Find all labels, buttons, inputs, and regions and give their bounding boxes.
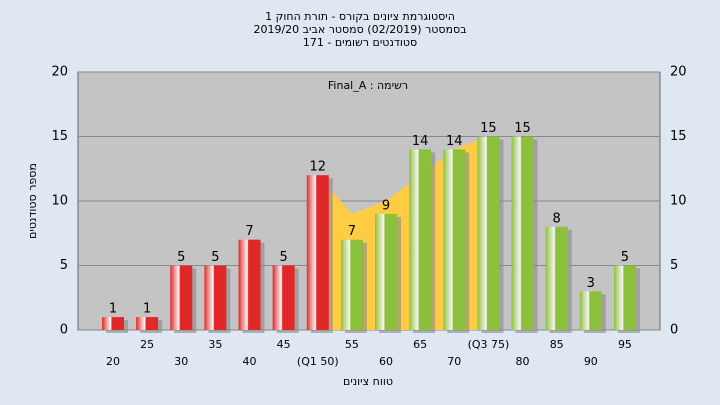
x-tick-label: 25	[140, 338, 154, 351]
value-label: 7	[245, 224, 253, 239]
bar	[409, 149, 432, 330]
bar	[375, 213, 398, 330]
y2-tick-label: 0	[670, 323, 678, 338]
x-tick-label: 70	[447, 355, 461, 368]
x-tick-label: 55	[345, 338, 359, 351]
value-label: 1	[109, 302, 117, 317]
bar	[443, 149, 466, 330]
y-tick-label: 10	[51, 194, 68, 209]
y2-tick-label: 20	[670, 65, 687, 80]
y-tick-label: 0	[60, 323, 68, 338]
value-label: 14	[446, 134, 463, 149]
y2-tick-label: 15	[670, 129, 687, 144]
x-tick-label: 60	[379, 355, 393, 368]
value-label: 14	[412, 134, 429, 149]
y-tick-label: 20	[51, 65, 68, 80]
chart-title: היסטוגרמת ציונים בקורס - תורת החוק 1	[265, 10, 455, 23]
y-tick-label: 5	[60, 258, 68, 273]
bar	[204, 265, 227, 330]
x-tick-label: 95	[618, 338, 632, 351]
x-tick-label: 65	[413, 338, 427, 351]
bar	[613, 265, 636, 330]
x-tick-label: 40	[243, 355, 257, 368]
y-tick-label: 15	[51, 129, 68, 144]
bar	[306, 175, 329, 330]
chart-subtitle: סטודנטים רשומים - 171	[303, 36, 417, 49]
bar	[340, 239, 363, 330]
bar	[545, 226, 568, 330]
value-label: 5	[621, 250, 629, 265]
value-label: 3	[587, 276, 595, 291]
chart-subtitle: בסמסטר (02/2019) סמסטר אביב 2019/20	[253, 23, 466, 36]
bar	[136, 317, 159, 330]
x-tick-label: 35	[208, 338, 222, 351]
annotation: Final_A : רשימה	[328, 79, 408, 92]
x-axis-label: טווח ציונים	[343, 375, 393, 388]
value-label: 5	[211, 250, 219, 265]
value-label: 9	[382, 198, 390, 213]
x-tick-label: (Q1 50)	[297, 355, 339, 368]
x-tick-label: 20	[106, 355, 120, 368]
value-label: 5	[280, 250, 288, 265]
bar	[272, 265, 295, 330]
value-label: 1	[143, 302, 151, 317]
value-label: 12	[310, 160, 327, 175]
y2-tick-label: 10	[670, 194, 687, 209]
y2-tick-label: 5	[670, 258, 678, 273]
bar	[511, 136, 534, 330]
x-tick-label: 85	[550, 338, 564, 351]
x-tick-label: (Q3 75)	[468, 338, 510, 351]
value-label: 8	[553, 211, 561, 226]
x-tick-label: 90	[584, 355, 598, 368]
bar	[477, 136, 500, 330]
value-label: 15	[480, 121, 497, 136]
bar	[102, 317, 124, 330]
value-label: 15	[514, 121, 531, 136]
bar	[579, 291, 602, 330]
x-tick-label: 80	[516, 355, 530, 368]
x-tick-label: 30	[174, 355, 188, 368]
bar	[170, 265, 193, 330]
x-tick-label: 45	[277, 338, 291, 351]
value-label: 7	[348, 224, 356, 239]
bar	[238, 239, 261, 330]
value-label: 5	[177, 250, 185, 265]
y-axis-label: מספר סטודנטים	[26, 163, 39, 239]
